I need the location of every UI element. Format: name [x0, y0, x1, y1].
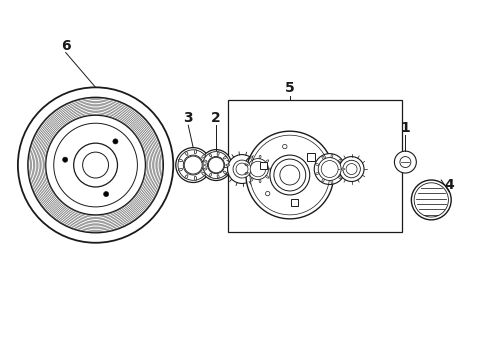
Text: 3: 3 — [183, 111, 193, 125]
FancyBboxPatch shape — [307, 153, 315, 161]
Circle shape — [246, 131, 334, 219]
Ellipse shape — [195, 150, 196, 154]
Ellipse shape — [259, 179, 261, 183]
Circle shape — [227, 154, 256, 184]
Ellipse shape — [217, 175, 219, 178]
Circle shape — [46, 115, 146, 215]
Circle shape — [183, 155, 203, 175]
Ellipse shape — [251, 178, 253, 181]
Circle shape — [74, 143, 118, 187]
Circle shape — [18, 87, 173, 243]
Ellipse shape — [217, 152, 219, 156]
Ellipse shape — [266, 176, 269, 178]
Circle shape — [54, 123, 137, 207]
Ellipse shape — [202, 155, 205, 158]
Ellipse shape — [322, 156, 324, 159]
Ellipse shape — [316, 172, 319, 175]
Ellipse shape — [202, 172, 205, 175]
Circle shape — [339, 157, 364, 181]
Ellipse shape — [223, 156, 226, 159]
Ellipse shape — [209, 174, 212, 177]
Circle shape — [412, 180, 451, 220]
Ellipse shape — [269, 168, 272, 170]
Ellipse shape — [259, 155, 261, 159]
Circle shape — [321, 161, 338, 177]
Circle shape — [274, 159, 306, 191]
Ellipse shape — [322, 179, 324, 182]
Ellipse shape — [245, 172, 248, 174]
Text: 6: 6 — [61, 39, 71, 53]
Circle shape — [314, 154, 345, 184]
Circle shape — [201, 150, 232, 180]
Ellipse shape — [316, 163, 319, 166]
Circle shape — [270, 155, 310, 195]
Ellipse shape — [195, 176, 196, 180]
Ellipse shape — [223, 171, 226, 174]
Circle shape — [318, 158, 341, 180]
Ellipse shape — [203, 168, 207, 170]
Circle shape — [250, 161, 266, 177]
Ellipse shape — [331, 180, 333, 184]
Circle shape — [208, 157, 224, 173]
Circle shape — [28, 97, 163, 233]
Ellipse shape — [178, 168, 183, 171]
Ellipse shape — [203, 160, 207, 162]
Circle shape — [63, 157, 68, 162]
Circle shape — [113, 139, 118, 144]
Ellipse shape — [266, 160, 269, 163]
Ellipse shape — [185, 175, 188, 179]
Text: 2: 2 — [211, 111, 221, 125]
Ellipse shape — [185, 152, 188, 155]
Ellipse shape — [209, 153, 212, 157]
Ellipse shape — [226, 164, 229, 166]
Circle shape — [178, 150, 208, 180]
Circle shape — [283, 144, 287, 149]
Ellipse shape — [251, 157, 253, 160]
Circle shape — [233, 160, 251, 178]
Text: 5: 5 — [285, 81, 294, 95]
Circle shape — [184, 156, 202, 174]
Circle shape — [394, 151, 416, 173]
Circle shape — [266, 192, 270, 196]
Ellipse shape — [338, 159, 341, 162]
Bar — [228, 100, 402, 232]
Circle shape — [103, 192, 109, 197]
Circle shape — [244, 154, 272, 184]
Text: 1: 1 — [400, 121, 410, 135]
FancyBboxPatch shape — [291, 199, 298, 206]
Circle shape — [280, 165, 300, 185]
Circle shape — [203, 152, 229, 179]
Circle shape — [247, 159, 269, 180]
FancyBboxPatch shape — [260, 162, 268, 169]
Text: 4: 4 — [444, 178, 454, 192]
Ellipse shape — [331, 154, 333, 158]
Circle shape — [343, 160, 360, 178]
Circle shape — [176, 148, 211, 183]
Ellipse shape — [341, 168, 344, 170]
Ellipse shape — [338, 176, 341, 179]
Circle shape — [208, 157, 225, 174]
Ellipse shape — [245, 164, 248, 166]
Ellipse shape — [178, 159, 183, 162]
Ellipse shape — [204, 164, 209, 166]
Circle shape — [346, 163, 357, 175]
Circle shape — [400, 157, 411, 167]
